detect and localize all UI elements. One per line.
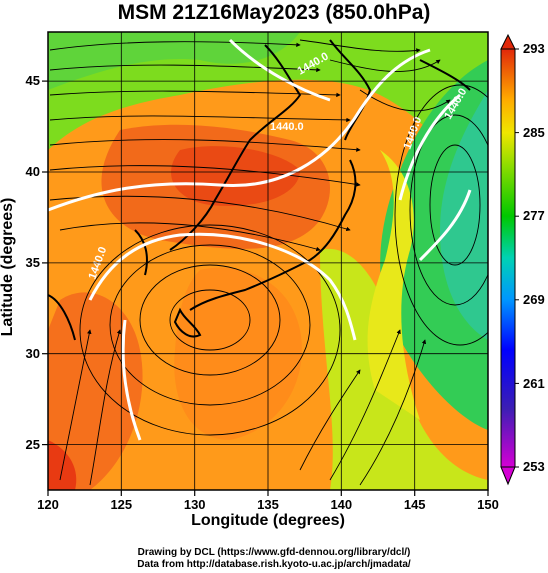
x-tick-label: 145 bbox=[404, 497, 426, 512]
colorbar-label: 253 bbox=[523, 459, 545, 474]
colorbar-label: 285 bbox=[523, 125, 545, 140]
y-axis-label: Latitude (degrees) bbox=[0, 197, 16, 337]
colorbar-label: 277 bbox=[523, 208, 545, 223]
colorbar: 293 285 277 269 261 253 bbox=[500, 33, 545, 486]
colorbar-label: 269 bbox=[523, 292, 545, 307]
x-tick-label: 125 bbox=[110, 497, 132, 512]
credit-drawing: Drawing by DCL (https://www.gfd-dennou.o… bbox=[137, 547, 411, 558]
y-tick-label: 30 bbox=[26, 346, 40, 361]
colorbar-label: 293 bbox=[523, 41, 545, 56]
y-tick-label: 40 bbox=[26, 164, 40, 179]
y-tick-label: 45 bbox=[26, 73, 40, 88]
y-tick-labels: 25 30 35 40 45 bbox=[26, 73, 40, 452]
x-tick-label: 150 bbox=[477, 497, 499, 512]
x-tick-labels: 120 125 130 135 140 145 150 bbox=[37, 497, 499, 512]
lat-lon-grid bbox=[48, 32, 488, 490]
x-tick-label: 135 bbox=[257, 497, 279, 512]
y-tick-label: 25 bbox=[26, 437, 40, 452]
axis-ticks bbox=[42, 80, 489, 496]
y-tick-label: 35 bbox=[26, 255, 40, 270]
x-tick-label: 120 bbox=[37, 497, 59, 512]
contour-label: 1440.0 bbox=[270, 121, 304, 133]
x-axis-label: Longitude (degrees) bbox=[191, 512, 345, 529]
x-tick-label: 130 bbox=[184, 497, 206, 512]
colorbar-label: 261 bbox=[523, 376, 545, 391]
map-title: MSM 21Z16May2023 (850.0hPa) bbox=[117, 1, 431, 24]
credit-data: Data from http://database.rish.kyoto-u.a… bbox=[137, 559, 411, 570]
x-tick-label: 140 bbox=[330, 497, 352, 512]
